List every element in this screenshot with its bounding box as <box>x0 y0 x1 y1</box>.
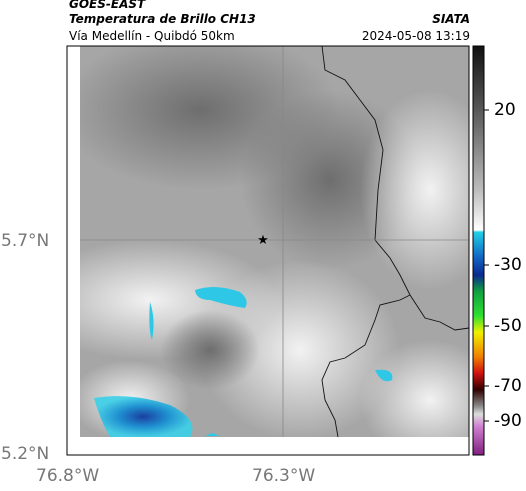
lat-label: 5.2°N <box>1 444 50 464</box>
colorbar-tick-label: 20 <box>494 100 516 120</box>
lon-label: 76.8°W <box>36 466 100 486</box>
timestamp: 2024-05-08 13:19 <box>361 29 470 43</box>
map-frame <box>66 45 470 456</box>
colorbar-tick-label: -50 <box>494 316 522 336</box>
colorbar-tick-label: -30 <box>494 255 522 275</box>
colorbar <box>472 45 485 456</box>
location-star: ★ <box>257 233 269 248</box>
source: SIATA <box>432 12 470 26</box>
colorbar-tick-label: -90 <box>494 411 522 431</box>
colorbar-ticks <box>484 109 489 422</box>
colorbar-tick-label: -70 <box>494 376 522 396</box>
product-title: Temperatura de Brillo CH13 <box>69 12 256 26</box>
lon-label: 76.3°W <box>252 466 316 486</box>
lat-label: 5.7°N <box>1 231 50 251</box>
satellite-name: GOES-EAST <box>69 0 146 11</box>
region: Vía Medellín - Quibdó 50km <box>69 29 235 43</box>
